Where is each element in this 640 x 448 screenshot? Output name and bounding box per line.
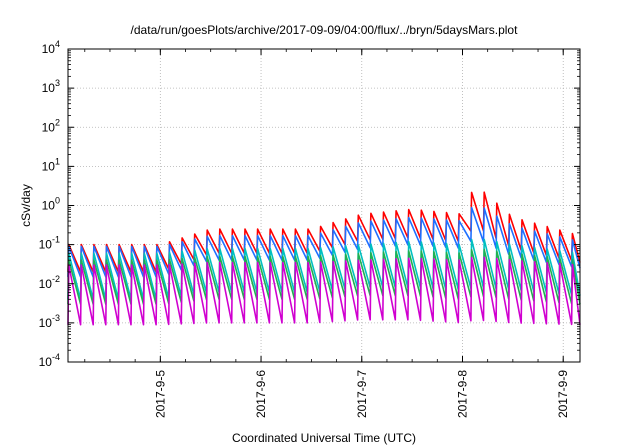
y-tick-label: 10-1 xyxy=(39,235,60,252)
grid xyxy=(68,48,580,363)
x-tick-label: 2017-9-8 xyxy=(455,370,469,418)
y-tick-label: 102 xyxy=(42,117,60,134)
x-tick-label: 2017-9-7 xyxy=(355,370,369,418)
x-tick-label: 2017-9-6 xyxy=(254,370,268,418)
series-group xyxy=(67,191,581,326)
x-tick-label: 2017-9-5 xyxy=(153,370,167,418)
axes: 10-4 10-3 10-2 10-1 100 101 102 103 104 2017-9-5 2… xyxy=(39,39,580,418)
y-tick-label: 10-4 xyxy=(39,352,60,369)
series-line xyxy=(67,206,581,278)
series-line xyxy=(67,256,581,326)
y-tick-label: 101 xyxy=(42,156,60,173)
x-tick-label: 2017-9-9 xyxy=(556,370,570,418)
y-tick-label: 10-2 xyxy=(39,274,60,291)
chart-title: /data/run/goesPlots/archive/2017-09-09/0… xyxy=(131,23,519,37)
y-tick-label: 104 xyxy=(42,39,60,56)
x-axis-label: Coordinated Universal Time (UTC) xyxy=(232,431,416,445)
y-tick-label: 100 xyxy=(42,196,60,213)
y-axis-label: cSv/day xyxy=(19,184,33,227)
y-tick-label: 103 xyxy=(42,78,60,95)
y-tick-label: 10-3 xyxy=(39,313,60,330)
